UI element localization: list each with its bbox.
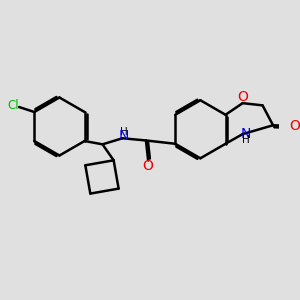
Text: N: N [118,129,129,143]
Text: O: O [238,90,248,104]
Text: O: O [290,119,300,133]
Text: O: O [143,159,154,173]
Text: H: H [121,127,128,137]
Text: Cl: Cl [7,99,19,112]
Text: N: N [241,127,251,141]
Text: H: H [242,135,250,145]
